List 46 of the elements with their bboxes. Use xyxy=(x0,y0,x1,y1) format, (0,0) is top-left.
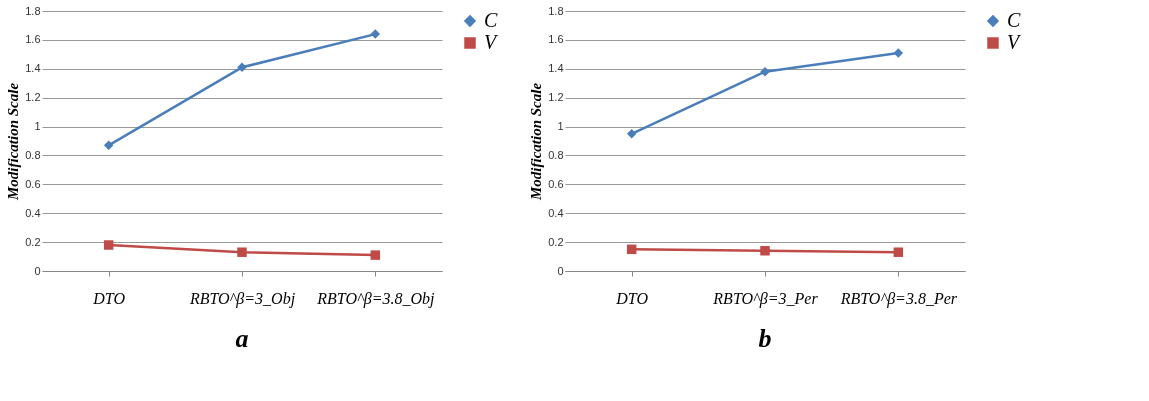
legend-label: V xyxy=(484,31,499,53)
y-tick-label: 0.4 xyxy=(25,206,41,219)
x-tick-label: RBTO^β=3_Obj xyxy=(188,289,296,308)
y-tick-label: 0 xyxy=(34,264,41,277)
y-tick-label: 0 xyxy=(557,264,564,277)
text: a xyxy=(235,324,249,353)
y-tick-label: 1.4 xyxy=(25,62,41,75)
y-tick-label: 1 xyxy=(34,120,41,133)
x-tick-label: RBTO^β=3_Per xyxy=(712,289,819,308)
point xyxy=(626,244,637,255)
y-tick-label: 0.2 xyxy=(548,235,564,248)
y-tick-label: 1.8 xyxy=(25,4,41,17)
y-tick-label: 0.8 xyxy=(25,148,41,161)
legend-label: C xyxy=(1007,9,1021,31)
y-tick-label: 1.2 xyxy=(548,91,564,104)
y-tick-label: 0.2 xyxy=(25,235,41,248)
legend-label: C xyxy=(484,9,498,31)
point xyxy=(626,129,637,139)
point xyxy=(370,29,381,39)
y-axis-title: Modification Scale xyxy=(528,82,545,202)
y-axis-title: Modification Scale xyxy=(5,82,22,202)
x-tick-label: RBTO^β=3.8_Obj xyxy=(316,289,435,308)
point xyxy=(760,66,770,77)
y-tick-label: 0.4 xyxy=(548,206,564,219)
point xyxy=(893,48,904,58)
y-tick-label: 1.2 xyxy=(25,91,41,104)
point xyxy=(760,246,770,256)
point xyxy=(370,250,381,260)
point xyxy=(237,62,247,73)
y-tick-label: 0.6 xyxy=(25,177,41,190)
y-tick-label: 1.4 xyxy=(548,62,564,75)
y-tick-label: 0.8 xyxy=(548,148,564,161)
x-tick-label: DTO xyxy=(92,289,126,307)
text: b xyxy=(758,324,772,353)
legend-label: V xyxy=(1007,31,1022,53)
y-tick-label: 1.6 xyxy=(25,33,41,46)
x-tick-label: RBTO^β=3.8_Per xyxy=(839,289,958,308)
point xyxy=(893,247,904,257)
x-tick-label: DTO xyxy=(615,289,649,307)
y-tick-label: 1.6 xyxy=(548,33,564,46)
y-tick-label: 1.8 xyxy=(548,4,564,17)
point xyxy=(237,247,247,257)
y-tick-label: 0.6 xyxy=(548,177,564,190)
point xyxy=(103,140,114,151)
point xyxy=(103,240,114,250)
y-tick-label: 1 xyxy=(557,120,564,133)
